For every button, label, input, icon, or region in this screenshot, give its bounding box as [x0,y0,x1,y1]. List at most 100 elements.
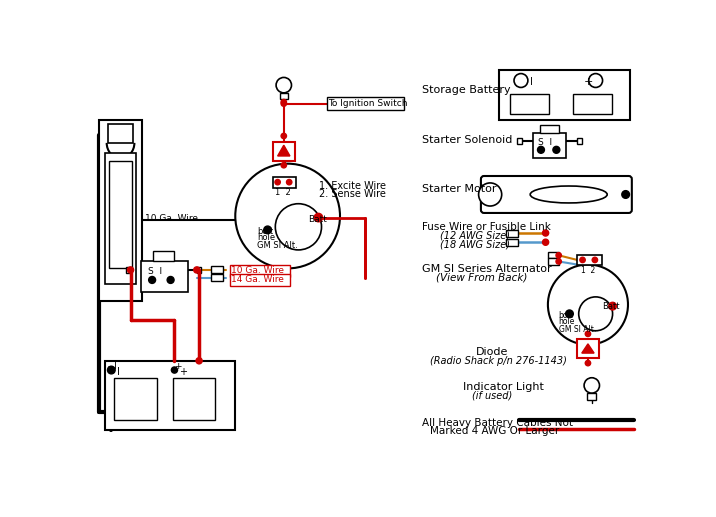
Bar [141,261,188,292]
Bar [273,142,294,161]
Circle shape [263,226,271,234]
Text: I: I [117,367,120,377]
Text: (if used): (if used) [473,390,513,400]
Bar [230,274,290,286]
Bar [99,120,142,301]
Text: Batt: Batt [602,301,619,311]
Bar [499,70,630,120]
Text: Indicator Light: Indicator Light [463,382,544,391]
Text: GM SI Series Alternator: GM SI Series Alternator [422,264,552,274]
Text: +: + [175,362,182,371]
Circle shape [585,331,591,337]
Text: 10 Ga. Wire: 10 Ga. Wire [231,266,284,275]
Text: 10 Ga. Wire: 10 Ga. Wire [145,214,198,223]
Bar [109,161,132,268]
Bar [173,378,216,420]
Bar [548,252,558,258]
Circle shape [609,302,616,310]
Text: Diode: Diode [476,347,508,357]
Text: To Ignition Switch: To Ignition Switch [329,99,408,108]
Circle shape [275,179,281,185]
Bar [108,124,133,143]
Bar [197,267,201,273]
Text: (18 AWG Size): (18 AWG Size) [440,239,510,249]
Circle shape [478,183,502,206]
FancyBboxPatch shape [481,176,632,213]
Text: hole: hole [558,317,575,326]
Text: Starter Solenoid: Starter Solenoid [422,135,513,145]
Bar [574,95,611,114]
Circle shape [276,78,291,93]
Text: S  I: S I [538,138,552,147]
Text: Storage Battery: Storage Battery [422,85,511,95]
Bar [577,138,582,144]
Circle shape [592,257,598,263]
Circle shape [196,358,202,364]
Text: Starter Motor: Starter Motor [422,184,497,194]
Bar [577,255,602,265]
Bar [505,239,518,246]
Circle shape [281,101,286,107]
Polygon shape [582,344,594,353]
Circle shape [566,310,574,317]
Text: GM SI Alt.: GM SI Alt. [257,241,298,250]
Circle shape [314,214,323,222]
Circle shape [276,204,321,250]
Text: 1. Excite Wire: 1. Excite Wire [319,181,386,191]
Text: (View From Back): (View From Back) [436,272,528,282]
Circle shape [171,367,178,373]
Circle shape [286,179,292,185]
Text: (12 AWG Size): (12 AWG Size) [440,231,510,241]
Bar [105,153,136,284]
Bar [280,93,288,99]
Circle shape [236,164,340,268]
Text: 14 Ga. Wire: 14 Ga. Wire [231,276,284,284]
Text: Batt: Batt [308,215,326,223]
Text: Fuse Wire or Fusible Link: Fuse Wire or Fusible Link [422,222,551,232]
Bar [533,133,566,158]
Text: 2. Sense Wire: 2. Sense Wire [319,189,386,199]
Text: bolt: bolt [257,227,273,236]
Circle shape [514,73,528,87]
Text: +: + [584,77,594,87]
Bar [273,177,296,188]
Bar [587,393,596,400]
Bar [548,258,558,265]
Circle shape [107,366,115,374]
Ellipse shape [530,186,607,203]
Circle shape [579,297,613,331]
Circle shape [548,265,628,345]
Bar [115,378,157,420]
Polygon shape [278,145,290,156]
Circle shape [580,257,585,263]
Bar [230,265,290,277]
Bar [126,267,130,273]
Text: 1  2: 1 2 [274,188,290,197]
Text: bolt: bolt [558,311,574,320]
Circle shape [556,259,561,264]
Text: - I: - I [108,362,117,371]
Circle shape [281,99,286,105]
Bar [505,230,518,237]
Text: All Heavy Battery Cables Not: All Heavy Battery Cables Not [422,418,574,428]
Circle shape [543,230,548,236]
Bar [511,95,548,114]
Bar [211,274,223,281]
Text: hole: hole [257,233,275,242]
Bar [517,138,522,144]
Text: GM SI Alt.: GM SI Alt. [558,325,596,334]
Bar [153,251,175,261]
Circle shape [553,146,560,153]
Circle shape [538,146,544,153]
Circle shape [584,378,599,393]
Circle shape [149,277,155,283]
Bar [577,339,599,358]
Text: S  I: S I [148,267,163,276]
Bar [540,125,558,133]
Circle shape [194,267,200,273]
Circle shape [621,191,629,199]
Text: +: + [179,367,187,377]
Text: (Radio Shack p/n 276-1143): (Radio Shack p/n 276-1143) [430,356,567,366]
Circle shape [556,253,561,258]
Bar [211,266,223,273]
